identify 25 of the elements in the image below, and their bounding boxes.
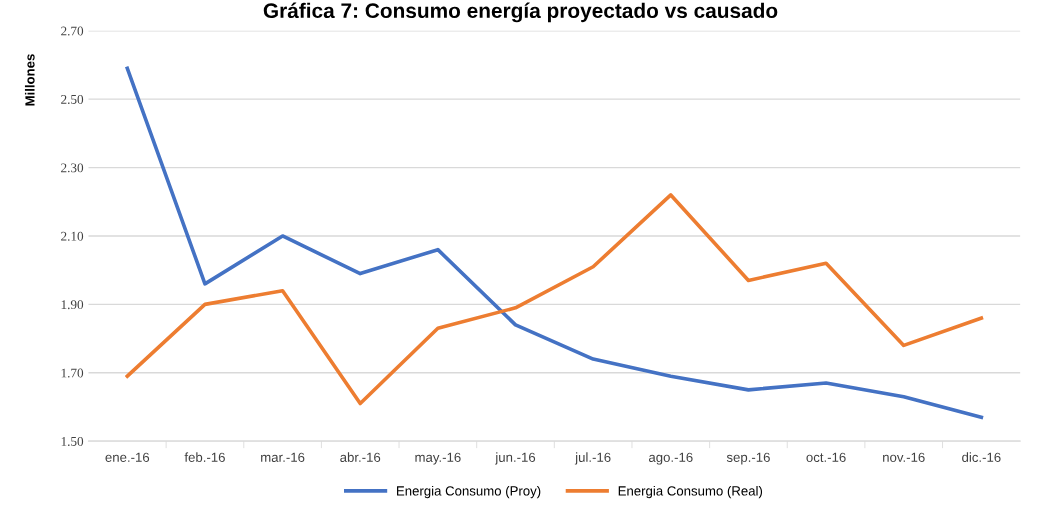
line-series (125, 66, 984, 420)
x-tick-label: nov.-16 (883, 452, 925, 462)
y-tick-label: 2.30 (61, 163, 84, 173)
legend-label: Energia Consumo (Real) (618, 485, 763, 499)
x-tick-label: may.-16 (415, 452, 461, 465)
x-tick-label: dic.-16 (962, 452, 1001, 462)
x-tick-label: abr.-16 (340, 452, 381, 462)
x-tick-label: ago.-16 (648, 452, 693, 465)
legend-label: Energia Consumo (Proy) (397, 485, 541, 499)
x-tick-label: sep.-16 (726, 452, 770, 465)
x-tick-label: jun.-16 (495, 452, 536, 465)
y-tick-label: 2.50 (61, 94, 84, 104)
x-tick-label: oct.-16 (806, 452, 846, 462)
y-tick-label: 1.50 (61, 436, 84, 446)
x-tick-label: mar.-16 (261, 452, 305, 462)
x-tick-label: ene.-16 (105, 452, 150, 462)
x-tick-label: jul.-16 (574, 452, 611, 465)
line-series (125, 193, 984, 406)
y-tick-label: 1.70 (61, 368, 84, 378)
y-tick-label: 2.10 (61, 231, 84, 241)
y-axis-title: Millones (24, 54, 35, 106)
chart-title: Gráfica 7: Consumo energía proyectado vs causado (263, 2, 778, 23)
y-tick-label: 1.90 (61, 300, 84, 310)
y-tick-label: 2.70 (61, 26, 84, 36)
x-tick-label: feb.-16 (184, 452, 225, 462)
